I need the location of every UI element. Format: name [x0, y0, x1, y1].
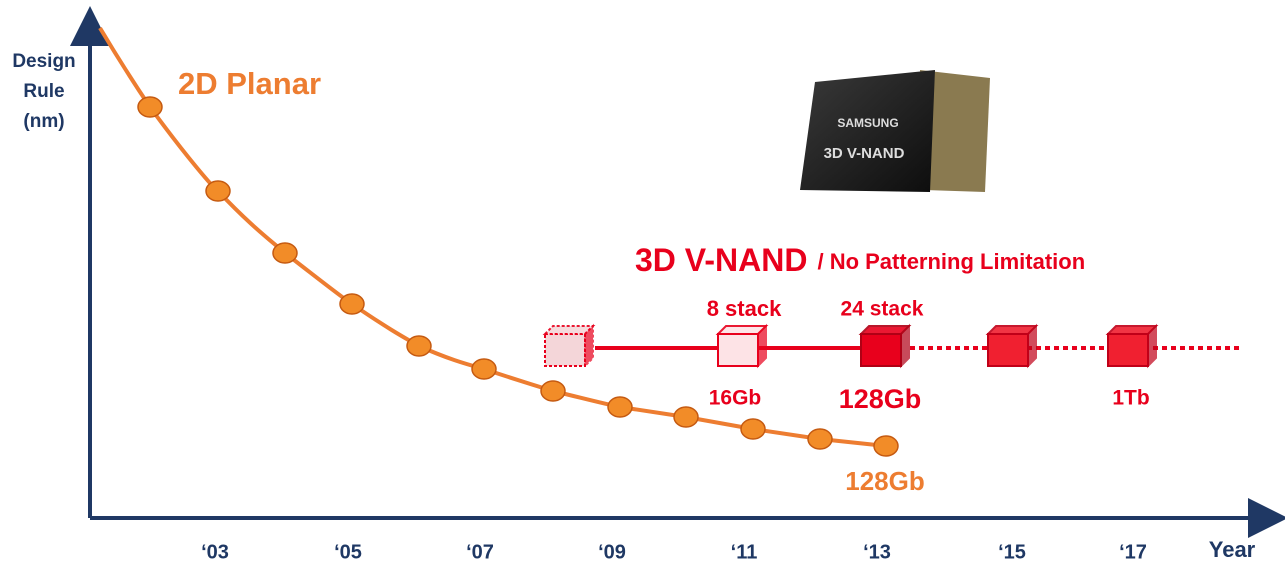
cube-front	[987, 333, 1029, 367]
planar-dot	[406, 335, 432, 357]
chip-product: 3D V-NAND	[824, 145, 905, 162]
planar-dot	[873, 435, 899, 457]
planar-dot	[540, 380, 566, 402]
cube-front	[860, 333, 902, 367]
x-tick-label: ‘09	[598, 541, 626, 563]
x-tick-label: ‘17	[1119, 541, 1147, 563]
y-label: Rule	[23, 81, 64, 102]
capacity-label: 16Gb	[709, 387, 762, 410]
chip-body	[800, 70, 935, 192]
y-label: Design	[12, 51, 75, 72]
planar-dot	[339, 293, 365, 315]
vnand-title: 3D V-NAND / No Patterning Limitation	[635, 242, 1085, 278]
capacity-label: 1Tb	[1112, 387, 1149, 410]
stack-label: 8 stack	[707, 296, 782, 321]
cube-side	[757, 323, 767, 369]
cube-front	[544, 333, 586, 367]
planar-dot	[272, 242, 298, 264]
cube	[1105, 323, 1159, 369]
planar-dot	[807, 428, 833, 450]
planar-label: 2D Planar	[178, 66, 321, 101]
planar-dot	[205, 180, 231, 202]
planar-capacity: 128Gb	[845, 466, 925, 496]
x-tick-label: ‘07	[466, 541, 494, 563]
chip-back	[920, 70, 990, 192]
planar-dot	[607, 396, 633, 418]
vnand-title-text: 3D V-NAND	[635, 242, 807, 278]
y-label: (nm)	[23, 111, 64, 132]
capacity-label: 128Gb	[839, 384, 922, 414]
planar-dot	[740, 418, 766, 440]
x-tick-label: ‘03	[201, 541, 229, 563]
cube-side	[584, 323, 594, 369]
cube-front	[717, 333, 759, 367]
planar-dot	[673, 406, 699, 428]
cube-side	[900, 323, 910, 369]
x-tick-label: ‘05	[334, 541, 362, 563]
x-tick-label: ‘13	[863, 541, 891, 563]
chip-brand: SAMSUNG	[837, 116, 898, 130]
x-tick-label: ‘11	[731, 541, 758, 563]
cube-side	[1027, 323, 1037, 369]
planar-dot	[471, 358, 497, 380]
cube-side	[1147, 323, 1157, 369]
cube	[985, 323, 1039, 369]
vnand-subtitle: / No Patterning Limitation	[817, 249, 1085, 274]
cube	[715, 323, 769, 369]
cube	[542, 323, 596, 369]
cube	[858, 323, 912, 369]
x-tick-label: ‘15	[998, 541, 1026, 563]
stack-label: 24 stack	[841, 298, 924, 321]
cube-front	[1107, 333, 1149, 367]
chip: SAMSUNG 3D V-NAND	[800, 70, 990, 192]
planar-dot	[137, 96, 163, 118]
x-label: Year	[1209, 537, 1256, 562]
